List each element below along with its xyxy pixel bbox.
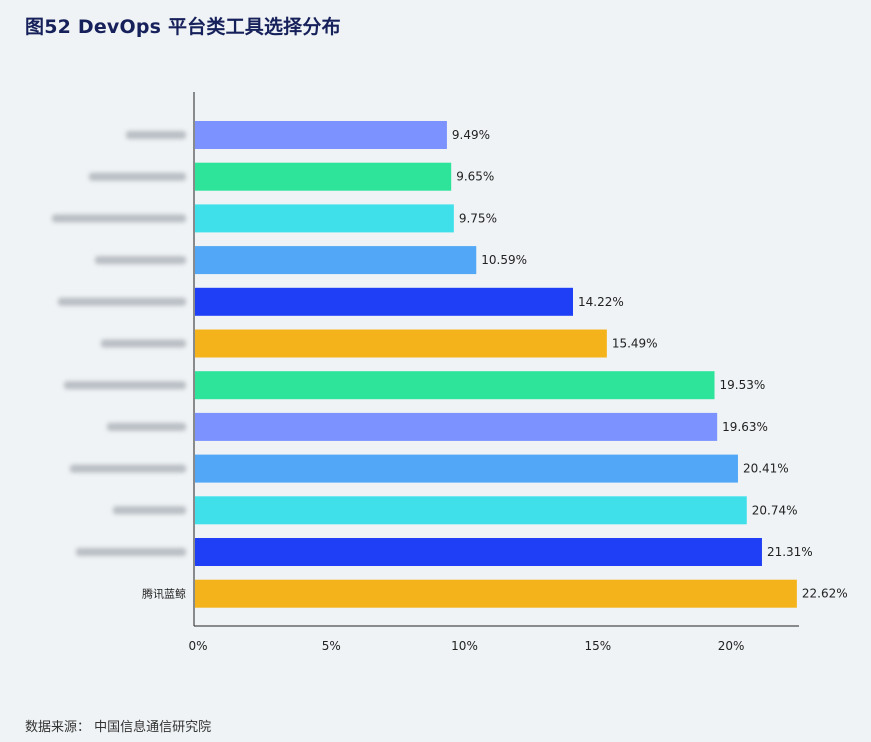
value-label: 19.63% bbox=[722, 420, 768, 434]
value-label: 9.75% bbox=[459, 211, 497, 225]
category-label-blurred bbox=[76, 548, 186, 556]
category-label-blurred bbox=[126, 131, 186, 139]
category-label: 腾讯蓝鲸 bbox=[142, 587, 186, 601]
x-tick-label: 5% bbox=[322, 639, 341, 653]
bar bbox=[195, 412, 718, 441]
category-label-blurred bbox=[101, 339, 186, 348]
value-label: 15.49% bbox=[612, 337, 658, 351]
category-label-blurred bbox=[89, 172, 186, 181]
value-label: 14.22% bbox=[578, 295, 624, 309]
value-label: 22.62% bbox=[802, 587, 848, 601]
axes bbox=[193, 92, 799, 627]
bar bbox=[195, 538, 762, 566]
x-tick-label: 0% bbox=[188, 639, 207, 653]
bar bbox=[195, 162, 452, 191]
bar bbox=[195, 454, 738, 483]
x-tick-label: 15% bbox=[584, 639, 611, 653]
bar bbox=[195, 287, 573, 316]
category-label-blurred bbox=[113, 506, 186, 515]
category-label-blurred bbox=[64, 381, 186, 390]
category-label-blurred bbox=[107, 422, 186, 431]
bar bbox=[195, 579, 797, 608]
bar bbox=[195, 371, 715, 400]
bar bbox=[195, 204, 454, 233]
value-label: 9.65% bbox=[456, 170, 494, 184]
source-note: 数据来源： 中国信息通信研究院 bbox=[25, 720, 212, 735]
bar bbox=[195, 496, 747, 525]
value-label: 19.53% bbox=[720, 378, 766, 392]
category-label-blurred bbox=[52, 214, 186, 223]
category-label-blurred bbox=[70, 464, 186, 473]
value-label: 20.74% bbox=[752, 503, 798, 517]
category-labels: 腾讯蓝鲸 bbox=[52, 131, 186, 601]
value-labels: 9.49% 9.65% 9.75% 10.59% 14.22% 15.49% 19.53% 1… bbox=[452, 128, 848, 601]
value-label: 20.41% bbox=[743, 462, 789, 476]
bar bbox=[195, 246, 477, 275]
x-tick-label: 10% bbox=[451, 639, 478, 653]
category-label-blurred bbox=[95, 256, 186, 265]
category-label-blurred bbox=[58, 297, 186, 306]
bar bbox=[195, 121, 447, 149]
value-label: 10.59% bbox=[481, 253, 527, 267]
value-label: 9.49% bbox=[452, 128, 490, 142]
value-label: 21.31% bbox=[767, 545, 813, 559]
x-tick-label: 20% bbox=[718, 639, 745, 653]
bar bbox=[195, 329, 607, 358]
chart-title: 图52 DevOps 平台类工具选择分布 bbox=[25, 16, 341, 38]
bars bbox=[195, 121, 797, 608]
x-ticks: 0% 5% 10% 15% 20% bbox=[188, 639, 744, 653]
